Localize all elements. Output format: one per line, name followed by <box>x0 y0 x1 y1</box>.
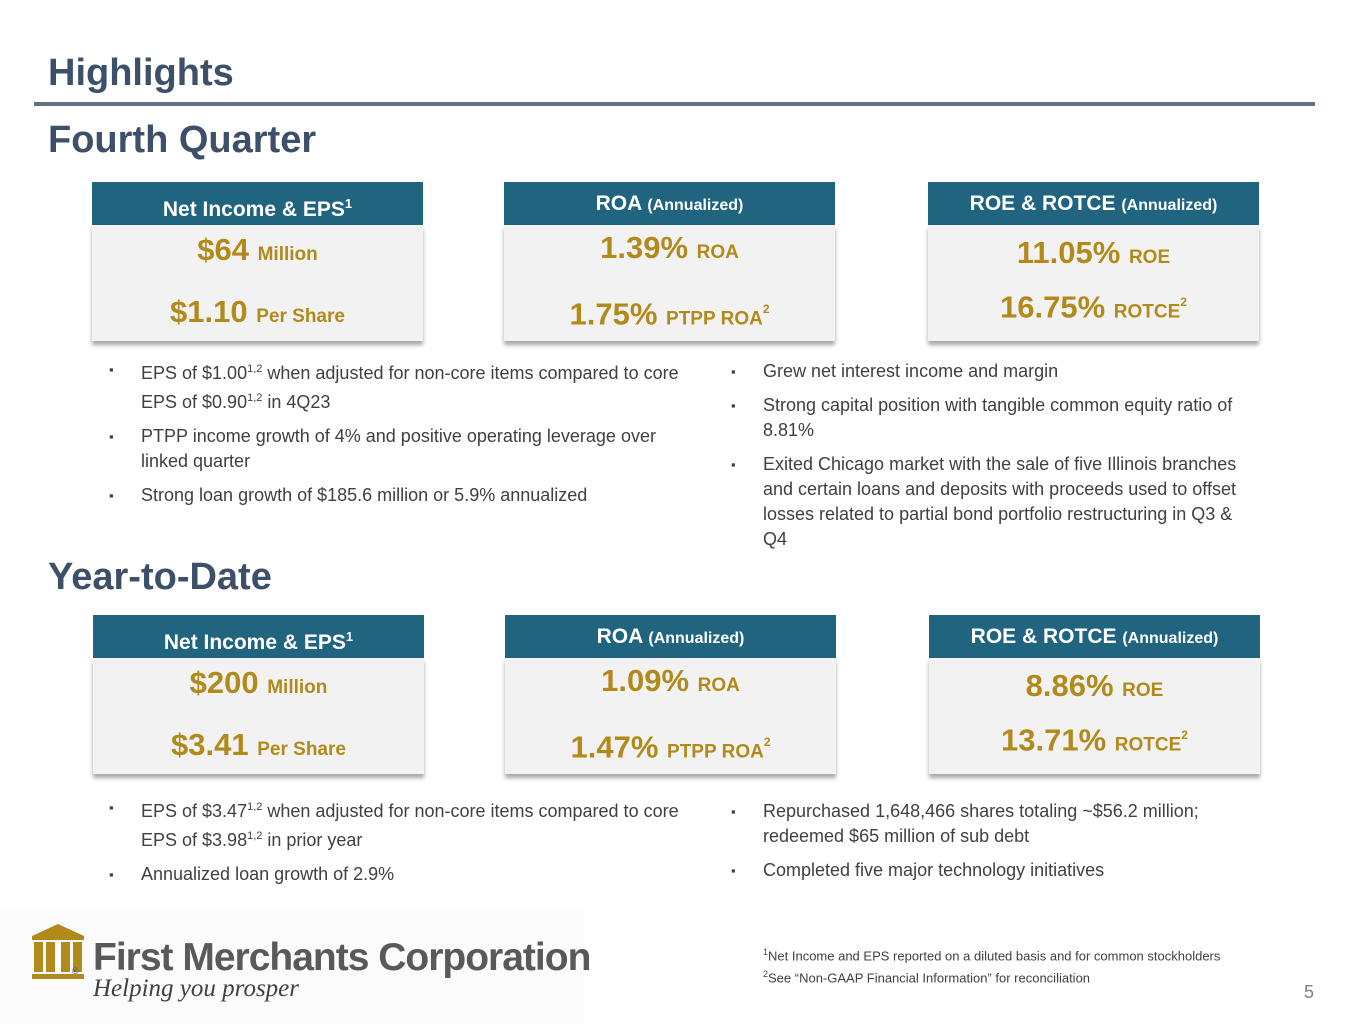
card-body: $64 Million $1.10 Per Share <box>92 225 423 341</box>
list-item: Grew net interest income and margin <box>731 359 1261 384</box>
list-item: Completed five major technology initiati… <box>731 858 1261 883</box>
card-header: ROE & ROTCE (Annualized) <box>928 182 1259 225</box>
metric-rotce: 16.75% ROTCE2 <box>1000 289 1187 325</box>
card-header: ROA (Annualized) <box>505 615 836 658</box>
metric-roe: 11.05% ROE <box>1016 235 1171 271</box>
metric-net-income: $200 Million <box>189 665 328 700</box>
card-header: Net Income & EPS1 <box>93 615 424 658</box>
q4-bullets-right: Grew net interest income and margin Stro… <box>731 359 1261 561</box>
metric-roa: 1.39% ROA <box>600 229 739 265</box>
card-body: $200 Million $3.41 Per Share <box>93 658 424 774</box>
card-q4-roe-rotce: ROE & ROTCE (Annualized) 11.05% ROE 16.7… <box>928 182 1259 341</box>
list-item: Exited Chicago market with the sale of f… <box>731 452 1261 552</box>
section-heading-year-to-date: Year-to-Date <box>48 556 272 598</box>
logo-area <box>0 908 584 1024</box>
metric-ptpp-roa: 1.47% PTPP ROA2 <box>570 729 771 765</box>
card-ytd-roe-rotce: ROE & ROTCE (Annualized) 8.86% ROE 13.71… <box>929 615 1260 774</box>
footnotes: 1Net Income and EPS reported on a dilute… <box>763 943 1220 988</box>
list-item: Strong loan growth of $185.6 million or … <box>109 483 689 508</box>
list-item: Strong capital position with tangible co… <box>731 393 1261 443</box>
card-header: ROE & ROTCE (Annualized) <box>929 615 1260 658</box>
q4-bullets-left: EPS of $1.001,2 when adjusted for non-co… <box>109 357 689 517</box>
metric-ptpp-roa: 1.75% PTPP ROA2 <box>569 296 770 332</box>
card-body: 8.86% ROE 13.71% ROTCE2 <box>929 658 1260 774</box>
section-heading-fourth-quarter: Fourth Quarter <box>48 119 317 161</box>
metric-roa: 1.09% ROA <box>601 662 740 698</box>
page-title: Highlights <box>48 52 234 94</box>
card-q4-roa: ROA (Annualized) 1.39% ROA 1.75% PTPP RO… <box>504 182 835 341</box>
registered-mark: ® <box>72 966 79 976</box>
list-item: PTPP income growth of 4% and positive op… <box>109 424 689 474</box>
card-header: Net Income & EPS1 <box>92 182 423 225</box>
metric-roe: 8.86% ROE <box>1025 668 1164 704</box>
card-body: 11.05% ROE 16.75% ROTCE2 <box>928 225 1259 341</box>
card-ytd-roa: ROA (Annualized) 1.09% ROA 1.47% PTPP RO… <box>505 615 836 774</box>
card-header: ROA (Annualized) <box>504 182 835 225</box>
metric-eps: $3.41 Per Share <box>171 727 346 762</box>
list-item: EPS of $3.471,2 when adjusted for non-co… <box>109 795 689 853</box>
list-item: Annualized loan growth of 2.9% <box>109 862 689 887</box>
company-logo-name: First Merchants Corporation <box>93 936 591 979</box>
card-ytd-net-income-eps: Net Income & EPS1 $200 Million $3.41 Per… <box>93 615 424 774</box>
card-body: 1.39% ROA 1.75% PTPP ROA2 <box>504 225 835 341</box>
metric-eps: $1.10 Per Share <box>170 294 345 329</box>
metric-net-income: $64 Million <box>197 232 318 267</box>
card-q4-net-income-eps: Net Income & EPS1 $64 Million $1.10 Per … <box>92 182 423 341</box>
page-number: 5 <box>1304 982 1315 1002</box>
title-divider <box>34 102 1315 106</box>
building-columns-icon: ® <box>30 922 86 985</box>
ytd-bullets-left: EPS of $3.471,2 when adjusted for non-co… <box>109 795 689 896</box>
card-body: 1.09% ROA 1.47% PTPP ROA2 <box>505 658 836 774</box>
footnote-2: 2See “Non-GAAP Financial Information” fo… <box>763 969 1091 986</box>
list-item: EPS of $1.001,2 when adjusted for non-co… <box>109 357 689 415</box>
company-tagline: Helping you prosper <box>93 975 299 1002</box>
footnote-1: 1Net Income and EPS reported on a dilute… <box>763 947 1221 964</box>
list-item: Repurchased 1,648,466 shares totaling ~$… <box>731 799 1261 849</box>
ytd-bullets-right: Repurchased 1,648,466 shares totaling ~$… <box>731 799 1261 892</box>
metric-rotce: 13.71% ROTCE2 <box>1001 722 1188 758</box>
